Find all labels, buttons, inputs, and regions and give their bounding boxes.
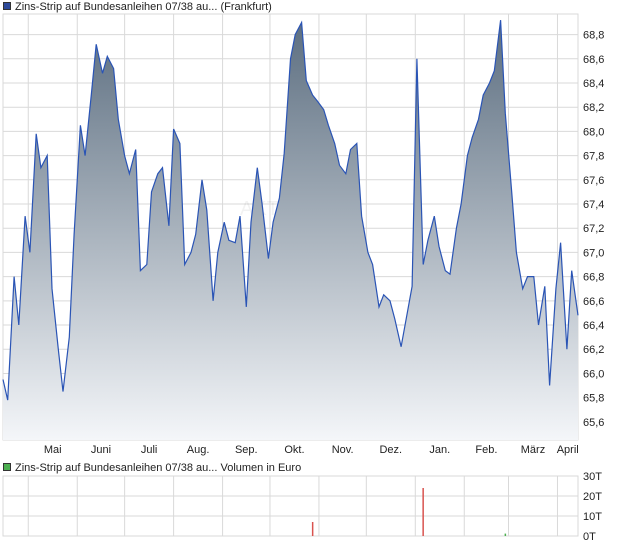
price-y-tick-label: 68,4 xyxy=(583,78,604,90)
volume-legend-unit: Volumen in Euro xyxy=(220,462,302,474)
price-x-tick-label: Sep. xyxy=(235,444,258,456)
price-y-tick-label: 68,6 xyxy=(583,54,604,66)
volume-bar xyxy=(422,488,424,536)
volume-legend-swatch xyxy=(3,463,11,471)
price-y-tick-label: 66,6 xyxy=(583,296,604,308)
price-x-tick-label: Aug. xyxy=(187,444,210,456)
volume-y-tick-label: 10T xyxy=(583,511,602,523)
price-x-tick-label: Jan. xyxy=(429,444,450,456)
price-x-tick-label: Feb. xyxy=(475,444,497,456)
price-y-tick-label: 66,2 xyxy=(583,344,604,356)
volume-plot-frame xyxy=(2,475,579,537)
volume-y-tick-label: 30T xyxy=(583,471,602,483)
volume-y-axis: 0T 10T 20T 30T xyxy=(583,471,602,543)
price-x-tick-label: Okt. xyxy=(284,444,304,456)
price-y-tick-label: 67,2 xyxy=(583,223,604,235)
price-y-tick-label: 68,2 xyxy=(583,102,604,114)
price-y-tick-label: 67,0 xyxy=(583,247,604,259)
price-y-axis: 65,6 65,8 66,0 66,2 66,4 66,6 66,8 67,0 67,2 67,4… xyxy=(583,30,604,429)
volume-legend: Zins-Strip auf Bundesanleihen 07/38 au..… xyxy=(3,462,301,475)
price-x-tick-label: März xyxy=(521,444,545,456)
volume-bars xyxy=(311,488,507,536)
price-line xyxy=(2,20,579,401)
volume-y-tick-label: 0T xyxy=(583,531,596,543)
volume-grid xyxy=(2,475,579,537)
price-y-tick-label: 67,4 xyxy=(583,199,604,211)
price-legend-swatch xyxy=(3,2,11,10)
volume-bar xyxy=(311,522,314,536)
price-x-tick-label: Mai xyxy=(44,444,62,456)
price-y-tick-label: 66,4 xyxy=(583,320,604,332)
price-y-tick-label: 68,8 xyxy=(583,30,604,42)
price-y-tick-label: 68,0 xyxy=(583,126,604,138)
volume-bar xyxy=(504,533,507,536)
price-x-axis: Mai Juni Juli Aug. Sep. Okt. Nov. Dez. Jan. Feb. M… xyxy=(44,444,579,456)
price-y-tick-label: 67,8 xyxy=(583,151,604,163)
price-y-tick-label: 67,6 xyxy=(583,175,604,187)
volume-legend-label: Zins-Strip auf Bundesanleihen 07/38 au..… xyxy=(15,462,218,474)
price-area xyxy=(3,20,578,440)
price-y-tick-label: 65,6 xyxy=(583,417,604,429)
price-legend: Zins-Strip auf Bundesanleihen 07/38 au..… xyxy=(3,1,272,14)
price-x-tick-label: Nov. xyxy=(332,444,354,456)
price-x-tick-label: Juli xyxy=(141,444,158,456)
price-y-tick-label: 66,0 xyxy=(583,368,604,380)
volume-y-tick-label: 20T xyxy=(583,491,602,503)
price-legend-exchange: (Frankfurt) xyxy=(220,1,272,13)
price-x-tick-label: April xyxy=(557,444,579,456)
price-y-tick-label: 65,8 xyxy=(583,393,604,405)
price-x-tick-label: Dez. xyxy=(379,444,402,456)
price-legend-label: Zins-Strip auf Bundesanleihen 07/38 au..… xyxy=(15,1,218,13)
price-y-tick-label: 66,8 xyxy=(583,272,604,284)
price-x-tick-label: Juni xyxy=(91,444,111,456)
